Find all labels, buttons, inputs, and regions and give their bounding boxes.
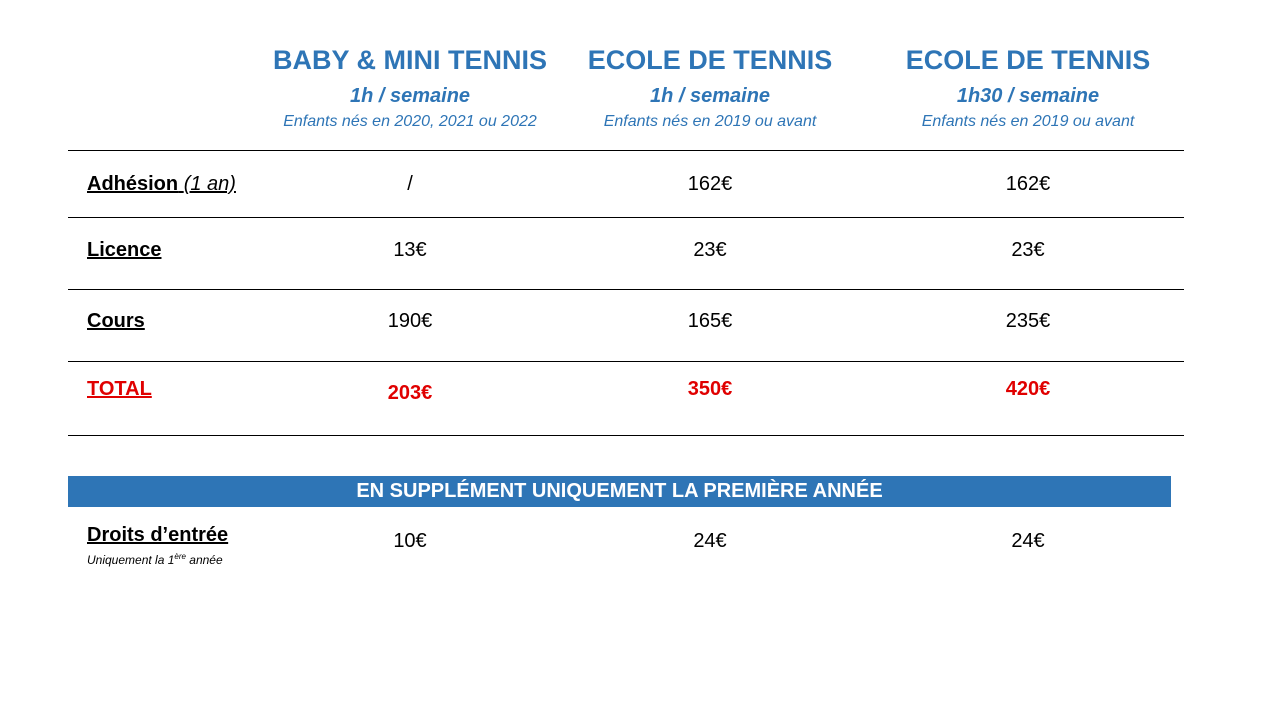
column-title: BABY & MINI TENNIS [272, 45, 548, 75]
table-cell: 23€ [693, 239, 727, 261]
table-cell: 10€ [393, 530, 427, 552]
table-cell: 13€ [393, 239, 427, 261]
column-frequency: 1h30 / semaine [956, 85, 1100, 107]
row-label-note: (1 an) [183, 173, 236, 195]
column-eligibility: Enfants nés en 2019 ou avant [921, 113, 1135, 130]
table-cell: 235€ [1005, 310, 1051, 332]
table-cell: 162€ [687, 173, 733, 195]
column-eligibility: Enfants nés en 2019 ou avant [603, 113, 817, 130]
table-divider [68, 217, 1184, 218]
row-label-text: Adhésion [87, 173, 179, 195]
total-cell: 350€ [687, 378, 733, 400]
row-note-superscript: ère [174, 552, 186, 561]
table-cell: 162€ [1005, 173, 1051, 195]
total-cell: 420€ [1005, 378, 1051, 400]
table-divider [68, 289, 1184, 290]
row-note-prefix: Uniquement la 1 [87, 553, 175, 567]
table-cell: 24€ [1011, 530, 1045, 552]
column-title: ECOLE DE TENNIS [905, 45, 1151, 75]
row-note: Uniquement la 1ère année [87, 552, 223, 567]
column-eligibility: Enfants nés en 2020, 2021 ou 2022 [283, 113, 537, 130]
row-label: Droits d’entrée [87, 524, 229, 546]
table-cell: 24€ [693, 530, 727, 552]
supplement-banner: EN SUPPLÉMENT UNIQUEMENT LA PREMIÈRE ANN… [68, 476, 1171, 507]
column-frequency: 1h / semaine [649, 85, 771, 107]
row-label: TOTAL [87, 378, 152, 400]
row-label: Licence [87, 239, 162, 261]
table-cell: 190€ [387, 310, 433, 332]
table-cell: 23€ [1011, 239, 1045, 261]
table-divider [68, 361, 1184, 362]
row-note-suffix: année [185, 553, 223, 567]
column-frequency: 1h / semaine [349, 85, 471, 107]
table-cell: 165€ [687, 310, 733, 332]
column-title: ECOLE DE TENNIS [587, 45, 833, 75]
table-cell: / [407, 173, 413, 195]
total-cell: 203€ [387, 382, 433, 404]
row-label: Cours [87, 310, 145, 332]
row-label: Adhésion (1 an) [87, 173, 236, 196]
table-divider [68, 150, 1184, 151]
table-divider [68, 435, 1184, 436]
